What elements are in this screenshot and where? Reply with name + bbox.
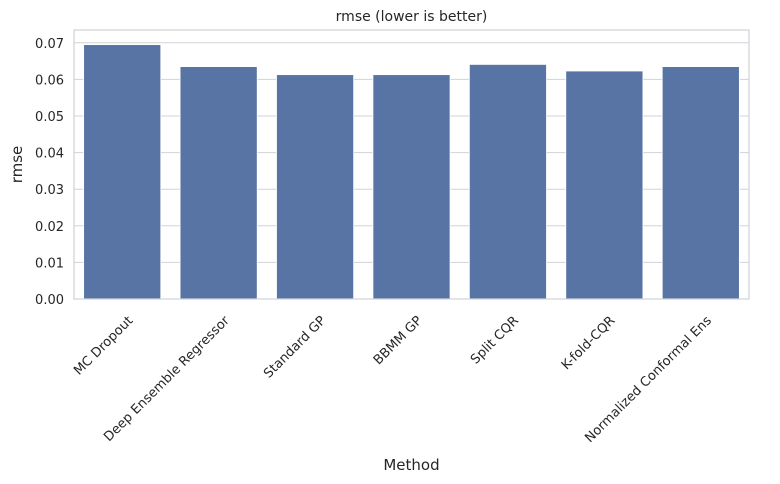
x-tick-label: MC Dropout	[71, 313, 136, 378]
y-tick-label: 0.02	[35, 220, 64, 235]
y-tick-label: 0.04	[35, 147, 64, 162]
y-tick-label: 0.01	[35, 256, 64, 271]
y-axis-title: rmse	[8, 146, 26, 184]
bars	[83, 44, 740, 300]
x-tick-label: BBMM GP	[371, 313, 426, 368]
y-tick-label: 0.06	[35, 73, 64, 88]
x-axis-title: Method	[383, 456, 439, 474]
bar-deep-ensemble-regressor	[179, 66, 258, 300]
bar-normalized-conformal-ens	[661, 66, 740, 300]
bar-bbmm-gp	[372, 74, 451, 300]
y-tick-label: 0.03	[35, 183, 64, 198]
bar-k-fold-cqr	[565, 70, 644, 300]
x-tick-label: K-fold-CQR	[559, 313, 619, 373]
y-tick-labels: 0.00 0.01 0.02 0.03 0.04 0.05 0.06 0.07	[35, 37, 64, 308]
x-tick-label: Standard GP	[261, 313, 329, 381]
x-tick-label: Split CQR	[468, 313, 522, 367]
y-tick-label: 0.05	[35, 110, 64, 125]
bar-standard-gp	[276, 74, 355, 300]
y-tick-label: 0.00	[35, 293, 64, 308]
bar-mc-dropout	[83, 44, 162, 300]
plot-frame	[73, 29, 750, 300]
chart-title: rmse (lower is better)	[336, 9, 488, 25]
y-tick-label: 0.07	[35, 37, 64, 52]
bar-split-cqr	[468, 64, 547, 300]
